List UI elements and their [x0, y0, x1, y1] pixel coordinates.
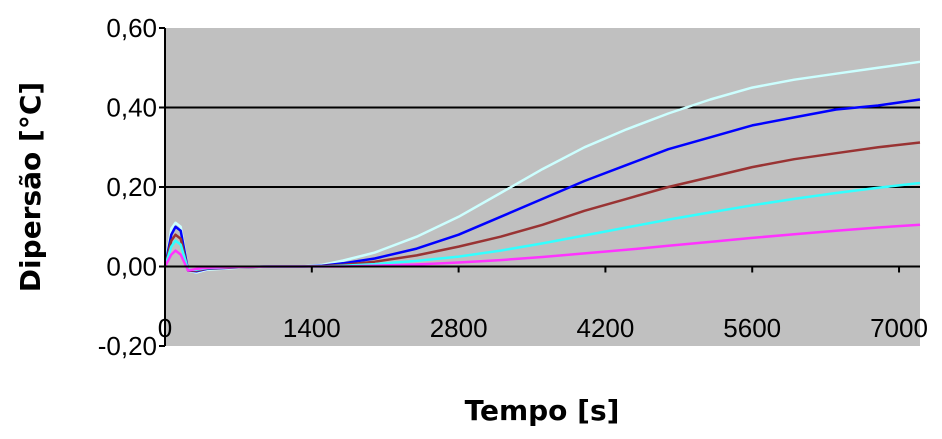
x-tick-label: 1400 — [283, 313, 341, 343]
x-tick-label: 5600 — [723, 313, 781, 343]
y-tick-label: -0,20 — [98, 331, 157, 361]
x-tick-labels: 0 1400 2800 4200 5600 7000 — [158, 313, 928, 343]
x-tick-label: 4200 — [576, 313, 634, 343]
y-tick-label: 0,00 — [106, 252, 157, 282]
y-axis-title: Dipersão [°C] — [14, 82, 47, 292]
y-tick-labels: -0,20 0,00 0,20 0,40 0,60 — [98, 13, 157, 361]
y-tick-label: 0,20 — [106, 172, 157, 202]
series-line — [163, 223, 921, 272]
x-tick-label: 0 — [158, 313, 172, 343]
x-tick-label: 2800 — [430, 313, 488, 343]
y-tick-label: 0,60 — [106, 13, 157, 43]
axes — [159, 27, 920, 347]
series-group — [163, 60, 921, 274]
x-tick-label: 7000 — [870, 313, 928, 343]
x-axis-title: Tempo [s] — [465, 394, 620, 427]
y-tick-label: 0,40 — [106, 93, 157, 123]
